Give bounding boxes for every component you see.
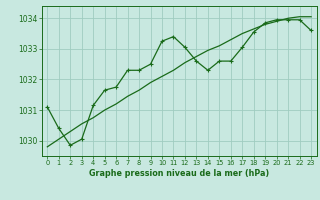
- X-axis label: Graphe pression niveau de la mer (hPa): Graphe pression niveau de la mer (hPa): [89, 169, 269, 178]
